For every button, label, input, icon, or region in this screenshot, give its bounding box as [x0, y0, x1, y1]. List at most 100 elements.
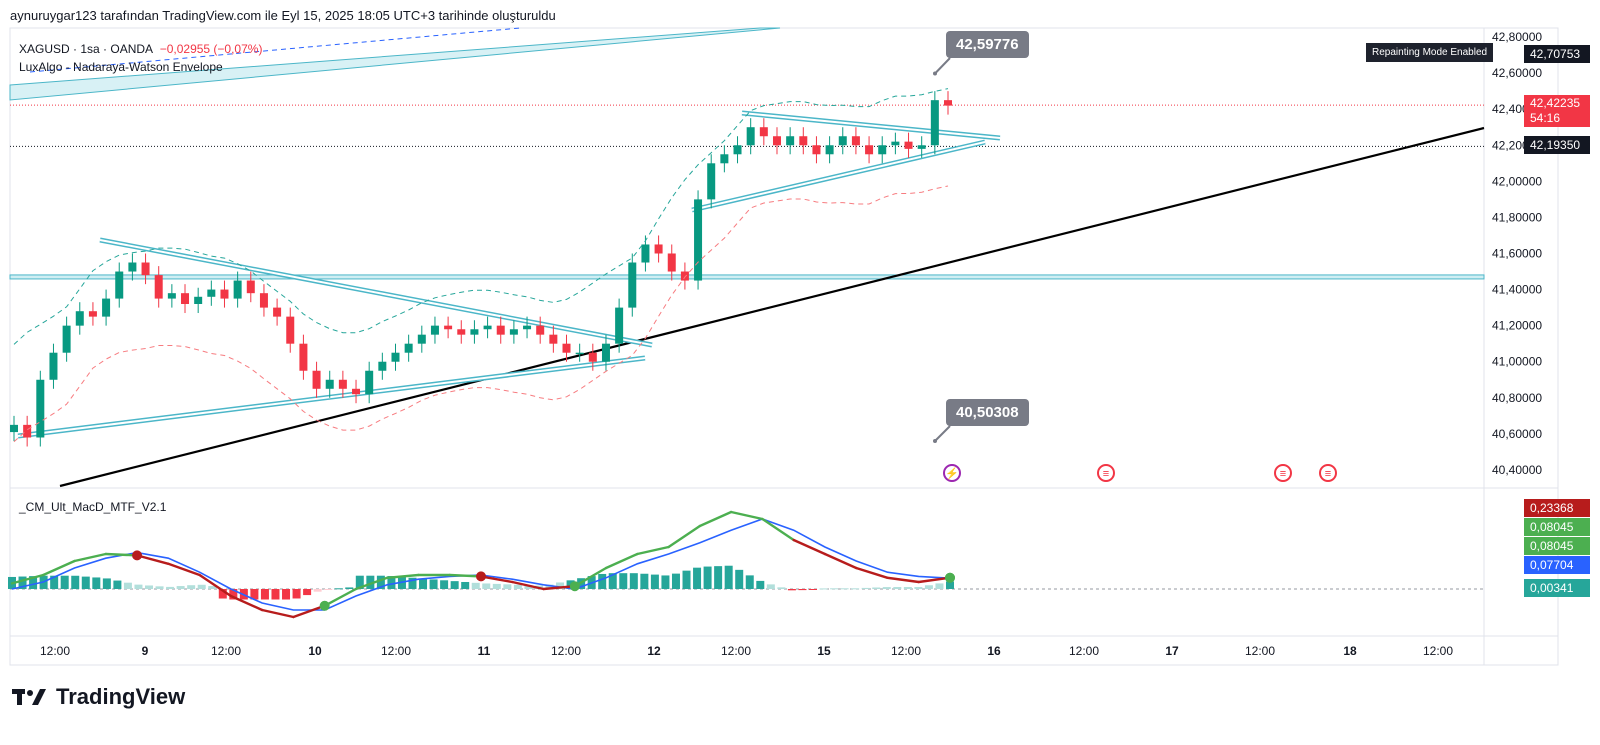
wedge-lower-band-inner: [17, 357, 646, 437]
last-price-value: 42,42235: [1530, 96, 1581, 110]
x-tick-label: 17: [1165, 644, 1179, 658]
candle: [759, 127, 768, 137]
macd-histogram-bar: [598, 573, 607, 589]
us-flag-event-icon[interactable]: ≡: [1274, 464, 1292, 482]
macd-tag-5: 0,00341: [1524, 579, 1590, 597]
macd-histogram-bar: [313, 589, 322, 592]
macd-histogram-bar: [387, 576, 396, 589]
candle: [457, 329, 466, 335]
macd-histogram-bar: [482, 583, 491, 589]
macd-cross-dot: [569, 581, 580, 592]
candle: [904, 141, 913, 149]
y-tick-label: 41,20000: [1492, 319, 1542, 333]
candle: [233, 280, 242, 299]
candle: [378, 361, 387, 371]
macd-line-segment: [448, 573, 483, 578]
macd-tag-2: 0,08045: [1524, 518, 1590, 536]
candle: [707, 163, 716, 200]
macd-histogram-bar: [893, 587, 902, 589]
candle: [812, 145, 821, 155]
macd-line-segment: [479, 575, 514, 584]
wedge-upper-band-inner: [99, 239, 653, 346]
lower-callout-dot: [933, 439, 937, 443]
price-tag-top: 42,70753: [1524, 45, 1590, 63]
candle: [444, 325, 453, 330]
macd-line-segment: [167, 562, 201, 577]
macd-histogram-bar: [123, 582, 132, 589]
candle: [641, 244, 650, 263]
x-tick-label: 12: [647, 644, 661, 658]
symbol-label[interactable]: XAGUSD · 1sa · OANDA: [19, 42, 154, 56]
countdown-value: 54:16: [1530, 111, 1561, 125]
macd-line-segment: [636, 545, 670, 556]
x-tick-label: 12:00: [721, 644, 751, 658]
macd-histogram-bar: [735, 569, 744, 589]
candle: [75, 311, 84, 326]
change-label: −0,02955 (−0,07%): [159, 42, 263, 56]
macd-histogram-bar: [218, 589, 227, 599]
x-tick-label: 15: [817, 644, 831, 658]
candle: [496, 325, 505, 335]
envelope-lower: [13, 185, 949, 443]
macd-histogram-bar: [166, 586, 175, 589]
x-tick-label: 12:00: [381, 644, 411, 658]
macd-histogram-bar: [345, 587, 354, 589]
macd-histogram-bar: [81, 576, 90, 589]
macd-histogram-bar: [208, 586, 217, 589]
macd-histogram-bar: [229, 589, 238, 600]
macd-line-segment: [386, 573, 420, 579]
macd-histogram-bar: [461, 581, 470, 589]
macd-legend[interactable]: _CM_Ult_MacD_MTF_V2.1: [19, 500, 167, 514]
macd-histogram-bar: [29, 576, 38, 589]
macd-histogram-bar: [777, 587, 786, 589]
candle: [917, 145, 926, 149]
x-tick-label: 16: [987, 644, 1001, 658]
candle: [628, 262, 637, 308]
candle: [470, 329, 479, 335]
macd-histogram-bar: [197, 584, 206, 589]
candle: [62, 325, 71, 353]
chart-frame: [9, 27, 1559, 666]
candle: [588, 352, 597, 362]
macd-histogram-bar: [840, 588, 849, 590]
y-tick-label: 40,40000: [1492, 463, 1542, 477]
macd-histogram-bar: [102, 578, 111, 589]
macd-histogram-bar: [408, 577, 417, 589]
macd-histogram-bar: [334, 588, 343, 590]
candle: [786, 136, 795, 146]
macd-histogram-bar: [851, 588, 860, 590]
macd-tag-1: 0,23368: [1524, 499, 1590, 517]
macd-histogram-bar: [303, 589, 312, 596]
macd-histogram-bar: [714, 566, 723, 589]
candle: [167, 293, 176, 299]
macd-histogram-bar: [619, 573, 628, 589]
us-flag-event-icon[interactable]: ≡: [1097, 464, 1115, 482]
candle: [509, 329, 518, 335]
candle: [430, 325, 439, 335]
candle: [667, 253, 676, 272]
price-tag-mid: 42,19350: [1524, 136, 1590, 154]
macd-histogram-bar: [946, 581, 954, 589]
macd-histogram-bar: [355, 575, 364, 589]
y-tick-label: 42,80000: [1492, 30, 1542, 44]
brand-text: TradingView: [56, 684, 186, 709]
candle: [128, 262, 137, 272]
macd-histogram-bar: [471, 582, 480, 589]
y-tick-label: 42,60000: [1492, 66, 1542, 80]
x-tick-label: 12:00: [40, 644, 70, 658]
x-tick-label: 12:00: [1423, 644, 1453, 658]
dividend-event-icon[interactable]: ⚡: [943, 464, 961, 482]
macd-histogram-bar: [924, 585, 933, 589]
macd-histogram-bar: [155, 586, 164, 589]
us-flag-event-icon[interactable]: ≡: [1319, 464, 1337, 482]
macd-histogram-bar: [250, 589, 259, 600]
macd-line-segment: [729, 510, 764, 521]
y-tick-label: 42,00000: [1492, 174, 1542, 188]
tradingview-brand[interactable]: TradingView: [12, 684, 185, 710]
candle: [102, 298, 111, 317]
indicator-label[interactable]: LuxAlgo - Nadaraya-Watson Envelope: [19, 60, 223, 74]
macd-line-segment: [135, 554, 170, 565]
x-tick-label: 10: [308, 644, 322, 658]
macd-histogram-bar: [872, 587, 881, 589]
